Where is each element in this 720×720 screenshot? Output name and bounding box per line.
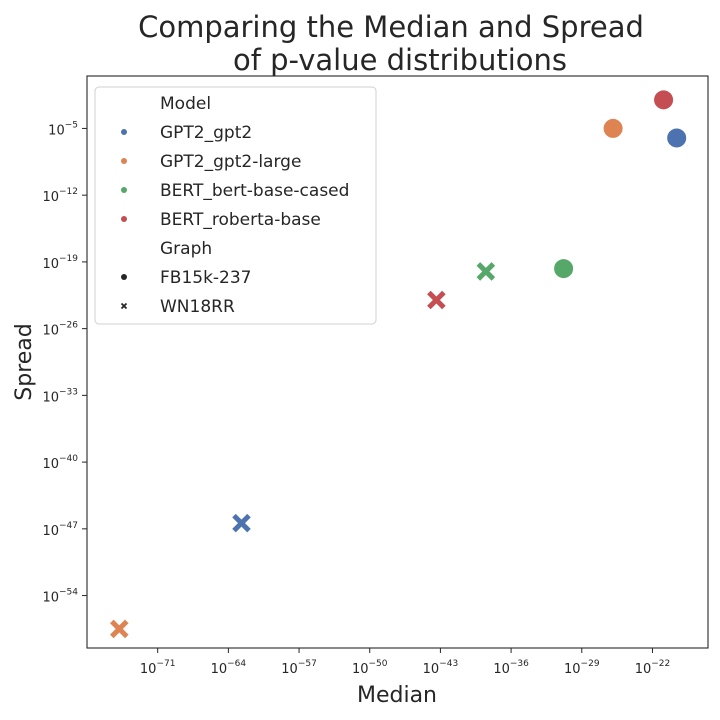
legend-swatch — [121, 129, 127, 135]
x-axis-label: Median — [357, 683, 437, 708]
y-tick-label: 10−54 — [42, 588, 78, 606]
y-tick-label: 10−47 — [42, 521, 78, 539]
chart-title-line-1: Comparing the Median and Spread — [138, 10, 644, 44]
legend-swatch — [121, 158, 127, 164]
legend-item-label: FB15k-237 — [160, 268, 252, 288]
legend-title-graph: Graph — [160, 239, 212, 259]
point-circle-gpt2-gpt2-large — [602, 117, 624, 139]
legend-marker-circle — [121, 274, 127, 280]
x-tick-label: 10−71 — [140, 659, 176, 677]
point-x-bert-roberta-base — [427, 290, 446, 310]
x-tick-label: 10−29 — [564, 659, 600, 677]
legend-item-label: BERT_bert-base-cased — [160, 181, 349, 201]
point-x-gpt2-gpt2-large — [110, 619, 129, 639]
legend-swatch — [121, 216, 127, 222]
legend-item-label: GPT2_gpt2-large — [160, 152, 301, 172]
point-circle-bert-roberta-base — [653, 89, 675, 111]
y-tick-label: 10−33 — [42, 387, 78, 405]
point-circle-bert-bert-base-cased — [553, 258, 575, 280]
legend-item-label: BERT_roberta-base — [160, 210, 321, 230]
legend-marker-x — [120, 302, 128, 310]
y-tick-label: 10−40 — [42, 454, 78, 472]
y-tick-label: 10−26 — [42, 321, 78, 339]
y-axis-ticks: 10−5 10−12 10−19 10−26 10−33 10−40 10−47 10−54 — [42, 120, 87, 606]
y-axis-label: Spread — [12, 323, 37, 400]
x-tick-label: 10−43 — [423, 659, 459, 677]
point-x-gpt2-gpt2 — [232, 513, 251, 533]
x-tick-label: 10−64 — [211, 659, 247, 677]
point-circle-gpt2-gpt2 — [666, 127, 688, 149]
legend-swatch — [121, 187, 127, 193]
chart-title-line-2: of p-value distributions — [233, 43, 567, 77]
x-tick-label: 10−50 — [352, 659, 388, 677]
y-tick-label: 10−12 — [42, 187, 78, 205]
x-tick-label: 10−36 — [493, 659, 529, 677]
y-tick-label: 10−5 — [48, 120, 78, 138]
legend: Model GPT2_gpt2 GPT2_gpt2-large BERT_bert-b… — [94, 86, 377, 325]
legend-item-label: GPT2_gpt2 — [160, 123, 252, 143]
legend-item-label: WN18RR — [160, 297, 235, 317]
data-points — [110, 89, 688, 639]
y-tick-label: 10−19 — [42, 254, 78, 272]
point-x-bert-bert-base-cased — [476, 262, 496, 281]
x-tick-label: 10−22 — [635, 659, 671, 677]
x-tick-label: 10−57 — [281, 659, 317, 677]
legend-title-model: Model — [160, 94, 211, 114]
legend-box — [94, 86, 377, 325]
x-axis-ticks: 10−71 10−64 10−57 10−50 10−43 10−36 10−29 10−22 — [140, 648, 670, 677]
